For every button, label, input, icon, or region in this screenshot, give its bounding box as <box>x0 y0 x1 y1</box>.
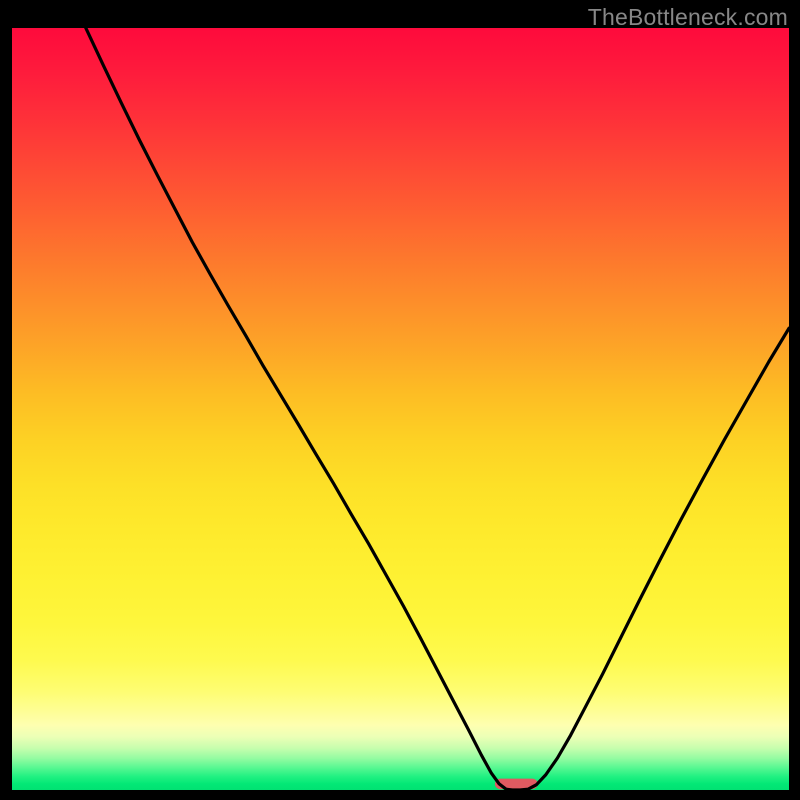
chart-stage: TheBottleneck.com <box>0 0 800 800</box>
chart-svg <box>0 0 800 800</box>
gradient-background <box>12 28 789 790</box>
watermark-text: TheBottleneck.com <box>588 4 788 31</box>
